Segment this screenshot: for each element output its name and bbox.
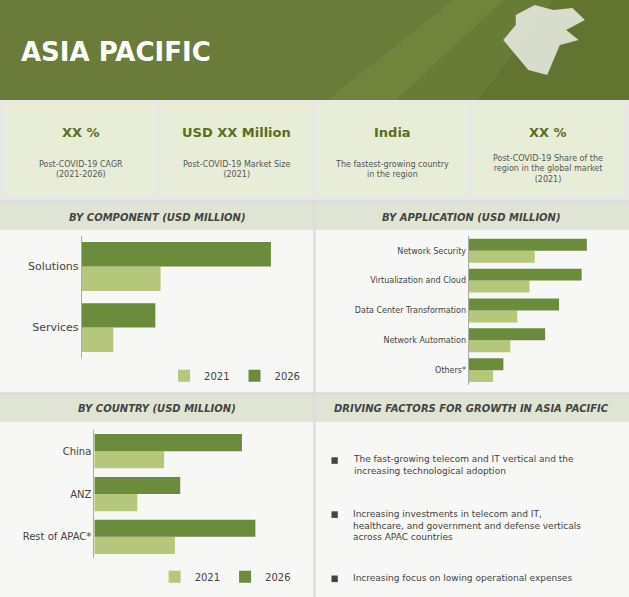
svg-text:Services: Services [32, 321, 79, 334]
svg-text:2026: 2026 [265, 572, 290, 583]
svg-text:Solutions: Solutions [28, 260, 79, 273]
svg-text:The fast-growing telecom and I: The fast-growing telecom and IT vertical… [353, 454, 574, 476]
svg-text:BY COMPONENT (USD MILLION): BY COMPONENT (USD MILLION) [69, 212, 246, 223]
svg-text:2026: 2026 [275, 371, 300, 382]
svg-text:The fastest-growing countryin: The fastest-growing countryin the region [335, 160, 449, 179]
svg-text:Others*: Others* [435, 366, 466, 375]
svg-text:2021: 2021 [204, 371, 229, 382]
svg-text:BY COUNTRY (USD MILLION): BY COUNTRY (USD MILLION) [78, 403, 236, 414]
svg-text:ANZ: ANZ [70, 489, 91, 500]
svg-text:USD XX Million: USD XX Million [182, 125, 291, 140]
svg-text:India: India [374, 125, 411, 140]
svg-text:XX %: XX % [62, 125, 100, 140]
svg-text:China: China [63, 446, 92, 457]
svg-text:Post-COVID-19 Market Size(2021: Post-COVID-19 Market Size(2021) [183, 160, 291, 179]
svg-text:Post-COVID-19 CAGR(2021-2026): Post-COVID-19 CAGR(2021-2026) [39, 160, 123, 179]
svg-text:2021: 2021 [195, 572, 220, 583]
svg-text:Network Security: Network Security [397, 247, 466, 256]
svg-text:Virtualization and Cloud: Virtualization and Cloud [370, 276, 466, 285]
svg-text:ASIA PACIFIC: ASIA PACIFIC [21, 37, 211, 67]
svg-text:DRIVING FACTORS FOR GROWTH IN: DRIVING FACTORS FOR GROWTH IN ASIA PACIF… [334, 403, 609, 414]
svg-text:Increasing investments in tele: Increasing investments in telecom and IT… [353, 509, 581, 542]
svg-text:Network Automation: Network Automation [383, 336, 466, 345]
svg-text:Data Center Transformation: Data Center Transformation [355, 306, 466, 315]
svg-text:XX %: XX % [529, 125, 567, 140]
svg-text:Post-COVID-19 Share of theregi: Post-COVID-19 Share of theregion in the … [493, 154, 603, 184]
svg-text:BY APPLICATION (USD MILLION): BY APPLICATION (USD MILLION) [382, 212, 561, 223]
svg-text:Rest of APAC*: Rest of APAC* [23, 531, 92, 542]
svg-text:Increasing focus on lowing ope: Increasing focus on lowing operational e… [353, 573, 572, 583]
